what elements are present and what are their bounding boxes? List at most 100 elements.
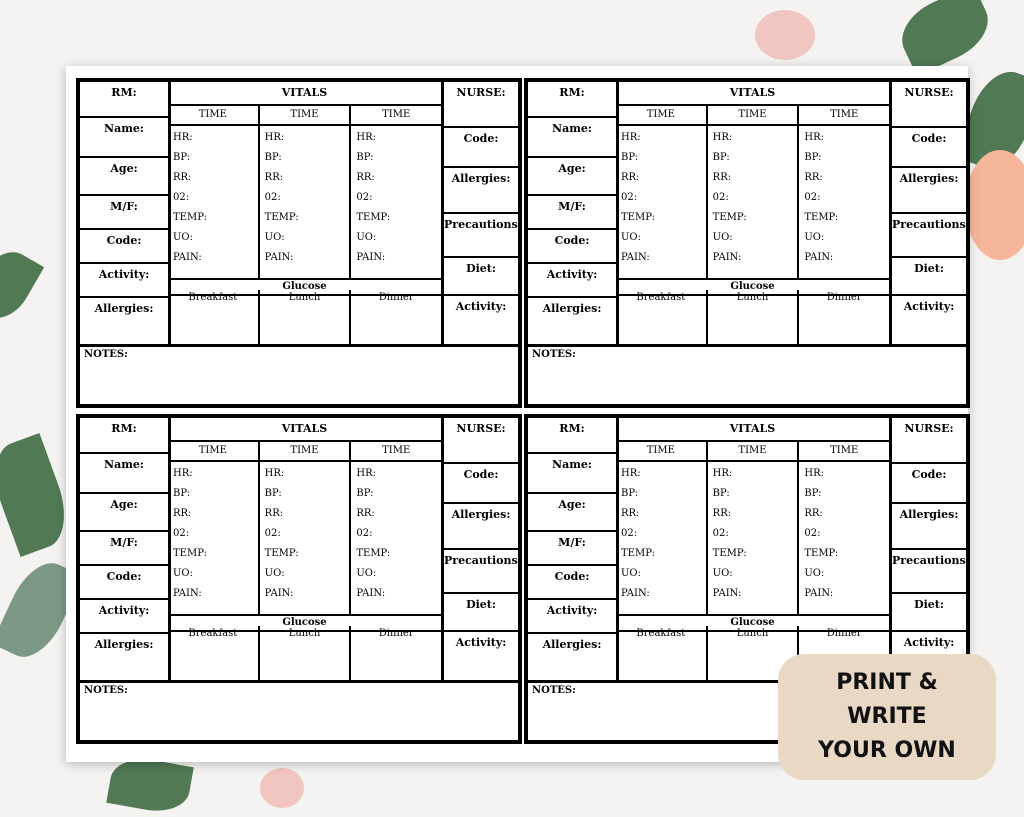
vital-sign-label: RR: [173,172,192,183]
vitals-grid: HR: BP: RR: 02: TEMP: UO: PAIN: HR: BP: RR: 02: TEM… [616,126,889,280]
patient-info-column: RM: Name: Age: M/F: Code: Activity: Allergies: [80,82,171,344]
vital-sign-label: 02: [356,528,373,539]
vitals-column: HR: BP: RR: 02: TEMP: UO: PAIN: [351,462,441,614]
care-info-column: NURSE: Code: Allergies: Precautions: Diet: Ac… [892,418,970,680]
vital-sign-label: 02: [804,192,821,203]
patient-info-column: RM: Name: Age: M/F: Code: Activity: Allergies: [80,418,171,680]
patient-field-label: Activity: [80,264,168,298]
glucose-meals-row: Breakfast Lunch Dinner [616,626,889,680]
vital-sign-label: RR: [621,172,640,183]
vital-sign-label: RR: [804,172,823,183]
flower-decoration [260,768,304,808]
meal-label: Breakfast [616,290,708,344]
glucose-title: Glucose [168,280,441,296]
patient-field-label: M/F: [80,532,168,566]
patient-field-label: Code: [80,230,168,264]
vital-sign-label: PAIN: [712,588,742,599]
vital-sign-label: PAIN: [712,252,742,263]
vitals-grid: HR: BP: RR: 02: TEMP: UO: PAIN: HR: BP: RR: 02: TEM… [616,462,889,616]
patient-field-label: Allergies: [542,638,602,651]
vital-sign-label: 02: [621,192,638,203]
vital-sign-label: BP: [804,152,822,163]
flower-decoration [755,10,815,60]
vitals-grid: HR: BP: RR: 02: TEMP: UO: PAIN: HR: BP: RR: 02: TEM… [168,126,441,280]
patient-field-label: Name: [80,454,168,494]
care-field-label: Code: [444,464,518,504]
vitals-column: HR: BP: RR: 02: TEMP: UO: PAIN: [708,462,800,614]
notes-area: NOTES: [528,680,966,740]
vital-sign-label: RR: [712,508,732,519]
vital-sign-label: BP: [712,152,730,163]
vital-sign-label: BP: [621,488,639,499]
vitals-section: VITALS TIME TIME TIME HR: BP: RR: 02: TEMP: UO: PA… [168,418,444,680]
vital-sign-label: HR: [264,132,285,143]
meal-label: Lunch [708,626,800,680]
vital-sign-label: TEMP: [804,548,839,559]
glucose-title: Glucose [616,616,889,632]
vital-sign-label: RR: [264,172,284,183]
report-card: RM: Name: Age: M/F: Code: Activity: Allergies:… [76,414,522,744]
notes-area: NOTES: [80,344,518,404]
vital-sign-label: UO: [804,568,825,579]
report-card: RM: Name: Age: M/F: Code: Activity: Allergies:… [76,78,522,408]
care-field-label: NURSE: [892,82,966,128]
patient-field-label: Code: [528,566,616,600]
vital-sign-label: TEMP: [712,212,747,223]
time-label: TIME [382,445,411,456]
vital-sign-label: UO: [173,568,193,579]
vitals-column: HR: BP: RR: 02: TEMP: UO: PAIN: [799,126,889,278]
time-label: TIME [382,109,411,120]
patient-field-label: RM: [80,418,168,454]
time-header-row: TIME TIME TIME [168,106,441,126]
care-info-column: NURSE: Code: Allergies: Precautions: Diet: Ac… [892,82,970,344]
vital-sign-label: UO: [804,232,825,243]
badge-line: YOUR OWN [818,738,956,763]
care-field-label: Code: [892,128,966,168]
vital-sign-label: TEMP: [173,212,207,223]
care-field-label: Precautions: [892,214,970,258]
vital-sign-label: PAIN: [173,252,202,263]
patient-info-column: RM: Name: Age: M/F: Code: Activity: Allergies: [528,82,619,344]
glucose-meals-row: Breakfast Lunch Dinner [168,626,441,680]
meal-label: Lunch [260,290,352,344]
vital-sign-label: 02: [356,192,373,203]
care-field-label: Diet: [892,258,966,296]
time-label: TIME [260,106,352,124]
vital-sign-label: RR: [621,508,640,519]
notes-area: NOTES: [80,680,518,740]
vitals-column: HR: BP: RR: 02: TEMP: UO: PAIN: [168,126,260,278]
care-field-label: Allergies: [444,504,518,550]
vital-sign-label: PAIN: [621,252,650,263]
vital-sign-label: TEMP: [621,212,655,223]
leaf-decoration [891,0,999,77]
vital-sign-label: 02: [173,192,190,203]
care-field-label: Precautions: [892,550,970,594]
vital-sign-label: UO: [356,232,377,243]
vitals-column: HR: BP: RR: 02: TEMP: UO: PAIN: [799,462,889,614]
vitals-column: HR: BP: RR: 02: TEMP: UO: PAIN: [351,126,441,278]
leaf-decoration [0,242,45,328]
vital-sign-label: UO: [621,568,641,579]
vital-sign-label: 02: [264,192,281,203]
care-field-label: Precautions: [444,214,522,258]
care-field-label: NURSE: [444,82,518,128]
time-label: TIME [168,442,260,460]
care-field-label: NURSE: [444,418,518,464]
care-info-column: NURSE: Code: Allergies: Precautions: Diet: Ac… [444,418,522,680]
vitals-column: HR: BP: RR: 02: TEMP: UO: PAIN: [260,126,352,278]
care-field-label: Allergies: [892,504,966,550]
care-field-label: Code: [892,464,966,504]
vital-sign-label: UO: [712,568,733,579]
vital-sign-label: BP: [173,152,191,163]
vital-sign-label: TEMP: [712,548,747,559]
time-header-row: TIME TIME TIME [616,442,889,462]
vital-sign-label: PAIN: [356,252,386,263]
flower-decoration [965,150,1024,260]
patient-field-label: Activity: [528,600,616,634]
care-field-label: Code: [444,128,518,168]
vital-sign-label: BP: [264,488,282,499]
notes-label: NOTES: [532,685,576,696]
glucose-title: Glucose [616,280,889,296]
patient-field-label: Allergies: [94,302,154,315]
care-info-column: NURSE: Code: Allergies: Precautions: Diet: Ac… [444,82,522,344]
